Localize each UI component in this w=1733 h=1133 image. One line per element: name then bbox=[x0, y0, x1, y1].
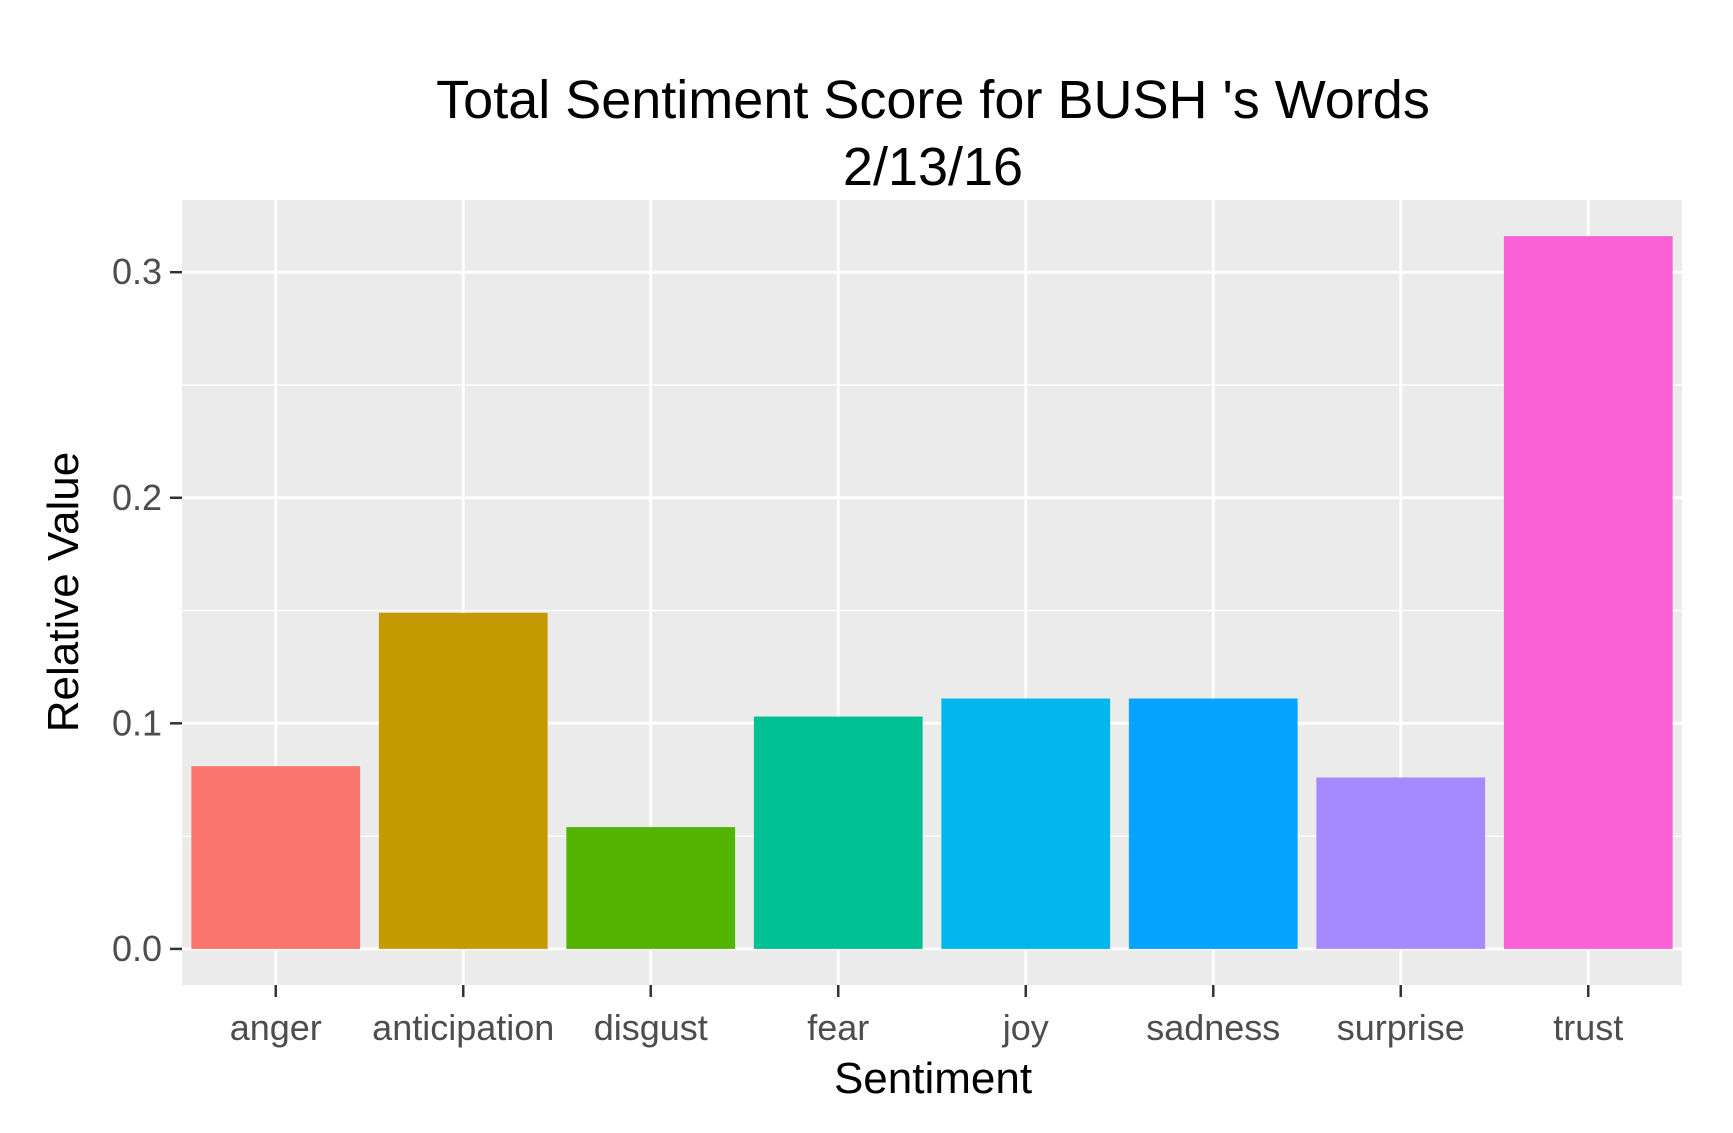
bar-anticipation bbox=[378, 612, 548, 949]
bar-disgust bbox=[566, 827, 736, 949]
y-tick-label: 0.3 bbox=[112, 251, 162, 292]
bar-trust bbox=[1503, 236, 1673, 949]
bar-fear bbox=[753, 716, 923, 949]
y-tick-label: 0.1 bbox=[112, 702, 162, 743]
chart-subtitle: 2/13/16 bbox=[843, 137, 1023, 197]
x-tick-label: disgust bbox=[594, 1007, 708, 1048]
y-axis: 0.0 0.1 0.2 0.3 bbox=[112, 251, 182, 969]
x-tick-label: joy bbox=[1002, 1007, 1049, 1048]
x-axis-title: Sentiment bbox=[834, 1054, 1032, 1103]
y-tick-label: 0.2 bbox=[112, 477, 162, 518]
x-tick-label: surprise bbox=[1337, 1007, 1465, 1048]
chart-title: Total Sentiment Score for BUSH 's Words bbox=[436, 70, 1430, 130]
x-tick-label: trust bbox=[1553, 1007, 1623, 1048]
bar-joy bbox=[941, 698, 1111, 949]
bar-sadness bbox=[1128, 698, 1298, 949]
y-axis-title: Relative Value bbox=[39, 452, 88, 732]
x-tick-label: anticipation bbox=[372, 1007, 554, 1048]
y-tick-label: 0.0 bbox=[112, 928, 162, 969]
bars bbox=[191, 236, 1673, 949]
x-tick-label: sadness bbox=[1146, 1007, 1280, 1048]
x-axis: anger anticipation disgust fear joy sadness su… bbox=[230, 985, 1623, 1048]
bar-anger bbox=[191, 766, 361, 949]
x-tick-label: anger bbox=[230, 1007, 322, 1048]
bar-surprise bbox=[1316, 777, 1486, 949]
x-tick-label: fear bbox=[807, 1007, 869, 1048]
